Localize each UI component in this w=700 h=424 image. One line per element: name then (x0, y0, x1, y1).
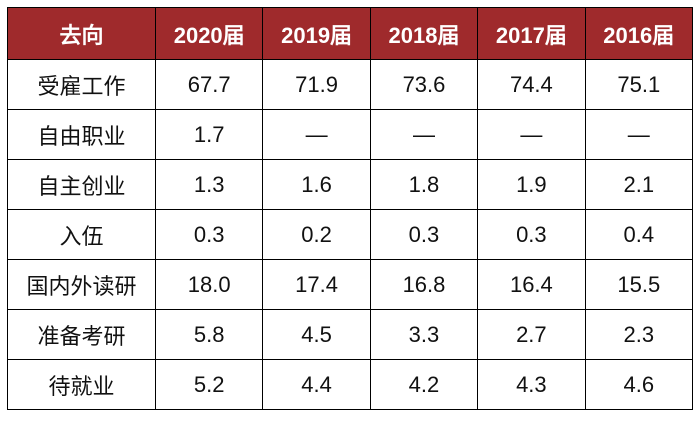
row-label: 准备考研 (7, 309, 156, 360)
header-cell: 2020届 (154, 7, 264, 60)
table-cell: — (262, 109, 371, 160)
table-cell: 0.3 (154, 209, 264, 260)
row-label: 待就业 (7, 359, 156, 410)
table-cell: 2.7 (477, 309, 586, 360)
table-cell: 0.3 (477, 209, 586, 260)
table-cell: 74.4 (477, 59, 586, 110)
table-cell: — (477, 109, 586, 160)
table-cell: 16.4 (477, 259, 586, 310)
table-cell: 0.4 (584, 209, 694, 260)
table-row: 受雇工作 67.7 71.9 73.6 74.4 75.1 (7, 59, 694, 110)
table-cell: 2.1 (584, 159, 694, 210)
header-cell: 2016届 (584, 7, 694, 60)
table-cell: 71.9 (262, 59, 371, 110)
table-cell: 1.8 (369, 159, 479, 210)
row-label: 国内外读研 (7, 259, 156, 310)
table-cell: 4.4 (262, 359, 371, 410)
table-cell: 73.6 (369, 59, 479, 110)
table-cell: — (584, 109, 694, 160)
table-cell: 1.6 (262, 159, 371, 210)
header-cell: 2019届 (262, 7, 371, 60)
table-cell: 4.2 (369, 359, 479, 410)
table-cell: 1.3 (154, 159, 264, 210)
table-row: 国内外读研 18.0 17.4 16.8 16.4 15.5 (7, 259, 694, 310)
table-row: 入伍 0.3 0.2 0.3 0.3 0.4 (7, 209, 694, 260)
header-cell: 2018届 (369, 7, 479, 60)
table-row: 自由职业 1.7— — — — (7, 109, 694, 160)
table-cell: 0.3 (369, 209, 479, 260)
table-cell: 5.2 (154, 359, 264, 410)
row-label: 自由职业 (7, 109, 156, 160)
data-table: 去向 2020届 2019届 2018届 2017届 2016届 受雇工作 67.7 71.9… (7, 7, 694, 410)
row-label: 受雇工作 (7, 59, 156, 110)
table-cell: 1.9 (477, 159, 586, 210)
table-cell: 67.7 (154, 59, 264, 110)
header-cell: 去向 (7, 7, 156, 60)
table-row: 准备考研 5.8 4.5 3.3 2.7 2.3 (7, 309, 694, 360)
table-cell: 2.3 (584, 309, 694, 360)
header-cell: 2017届 (477, 7, 586, 60)
table-cell: 75.1 (584, 59, 694, 110)
table-cell: 15.5 (584, 259, 694, 310)
table-cell: 4.3 (477, 359, 586, 410)
row-label: 自主创业 (7, 159, 156, 210)
table-row: 待就业 5.2 4.4 4.2 4.3 4.6 (7, 359, 694, 410)
table-cell: — (369, 109, 479, 160)
table-cell: 4.5 (262, 309, 371, 360)
table-cell: 3.3 (369, 309, 479, 360)
table-cell: 17.4 (262, 259, 371, 310)
header-row: 去向 2020届 2019届 2018届 2017届 2016届 (7, 7, 694, 60)
table-cell: 16.8 (369, 259, 479, 310)
table-cell: 0.2 (262, 209, 371, 260)
table-body: 受雇工作 67.7 71.9 73.6 74.4 75.1 自由职业 1.7— — — — 自主创业 1… (7, 59, 694, 410)
table-cell: 18.0 (154, 259, 264, 310)
table-row: 自主创业 1.3 1.6 1.8 1.9 2.1 (7, 159, 694, 210)
table-cell: 5.8 (154, 309, 264, 360)
table-cell: 1.7 (154, 109, 264, 160)
table-cell: 4.6 (584, 359, 694, 410)
row-label: 入伍 (7, 209, 156, 260)
